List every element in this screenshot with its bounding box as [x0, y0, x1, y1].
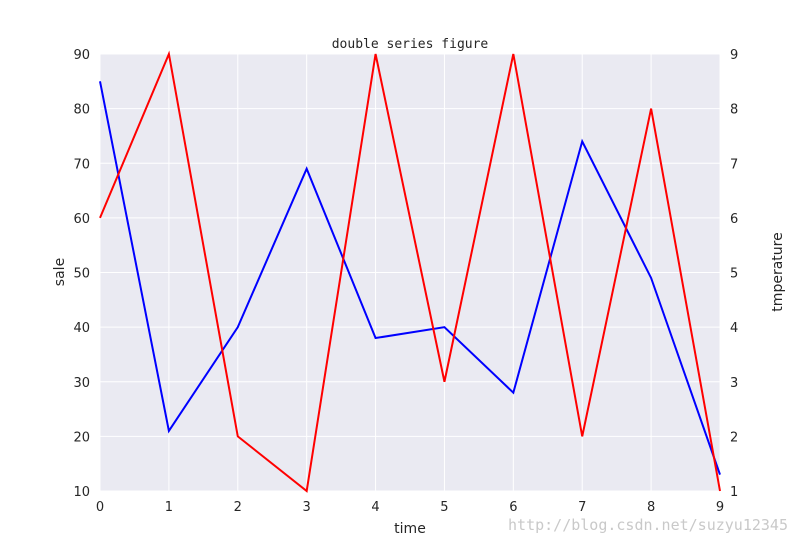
y-right-tick-label: 4	[730, 321, 738, 336]
watermark: http://blog.csdn.net/suzyu12345	[508, 516, 788, 534]
x-tick-label: 6	[509, 500, 517, 515]
y-left-tick-label: 70	[73, 157, 90, 172]
x-tick-label: 8	[647, 500, 655, 515]
x-tick-label: 1	[165, 500, 173, 515]
y-left-tick-labels: 10 20 30 40 50 60 70 80 90	[73, 48, 90, 500]
y-right-axis-label: tmperature	[770, 232, 786, 311]
y-right-tick-label: 9	[730, 48, 738, 63]
y-right-tick-label: 2	[730, 430, 738, 445]
x-tick-label: 3	[303, 500, 311, 515]
x-tick-label: 5	[440, 500, 448, 515]
y-right-tick-label: 5	[730, 267, 738, 282]
y-left-tick-label: 30	[73, 376, 90, 391]
series-line-2	[99, 50, 721, 493]
y-left-axis-label: sale	[52, 258, 68, 286]
y-left-tick-label: 40	[73, 321, 90, 336]
y-left-tick-label: 90	[73, 48, 90, 63]
x-tick-label: 2	[234, 500, 242, 515]
grid	[99, 53, 721, 492]
y-left-tick-label: 10	[73, 485, 90, 500]
x-tick-label: 4	[371, 500, 379, 515]
x-tick-label: 7	[578, 500, 586, 515]
y-left-tick-label: 60	[73, 212, 90, 227]
y-left-tick-label: 20	[73, 430, 90, 445]
y-right-tick-label: 8	[730, 103, 738, 118]
series-line-1	[99, 81, 721, 475]
y-right-tick-label: 6	[730, 212, 738, 227]
y-right-tick-label: 3	[730, 376, 738, 391]
y-left-tick-label: 50	[73, 267, 90, 282]
x-tick-label: 9	[716, 500, 724, 515]
x-axis-label: time	[394, 521, 426, 537]
y-right-tick-labels: 1 2 3 4 5 6 7 8 9	[730, 48, 738, 500]
chart-title: double series figure	[332, 37, 489, 52]
x-tick-labels: 0 1 2 3 4 5 6 7 8 9	[96, 500, 724, 515]
y-right-tick-label: 7	[730, 157, 738, 172]
y-right-tick-label: 1	[730, 485, 738, 500]
series-group	[99, 50, 721, 493]
y-left-tick-label: 80	[73, 103, 90, 118]
x-tick-label: 0	[96, 500, 104, 515]
